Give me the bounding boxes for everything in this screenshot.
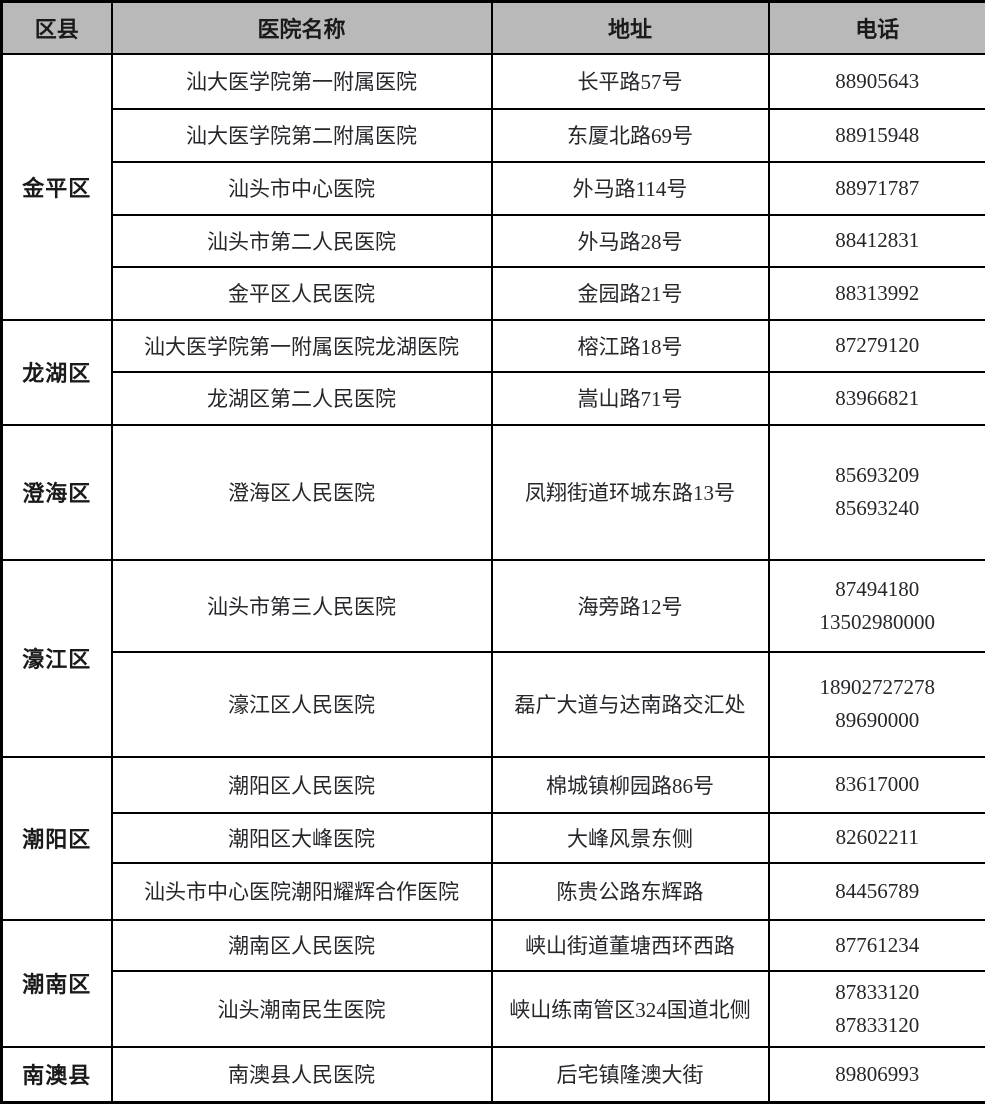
hospital-cell: 南澳县人民医院 xyxy=(112,1047,492,1103)
table-row: 汕头市中心医院 外马路114号 88971787 xyxy=(2,162,985,215)
hospital-cell: 汕头市第二人民医院 xyxy=(112,215,492,267)
phone-cell: 87279120 xyxy=(769,320,985,372)
table-row: 汕大医学院第二附属医院 东厦北路69号 88915948 xyxy=(2,109,985,162)
phone-cell: 83617000 xyxy=(769,757,985,813)
table-row: 潮阳区 潮阳区人民医院 棉城镇柳园路86号 83617000 xyxy=(2,757,985,813)
hospital-cell: 潮阳区大峰医院 xyxy=(112,813,492,863)
table-row: 金平区 汕大医学院第一附属医院 长平路57号 88905643 xyxy=(2,54,985,109)
address-cell: 峡山练南管区324国道北侧 xyxy=(492,971,769,1047)
table-row: 濠江区人民医院 磊广大道与达南路交汇处 18902727278 89690000 xyxy=(2,652,985,757)
address-cell: 磊广大道与达南路交汇处 xyxy=(492,652,769,757)
hospital-cell: 潮南区人民医院 xyxy=(112,920,492,971)
district-cell: 潮阳区 xyxy=(2,757,112,920)
address-cell: 凤翔街道环城东路13号 xyxy=(492,425,769,560)
address-cell: 嵩山路71号 xyxy=(492,372,769,425)
phone-cell: 87833120 87833120 xyxy=(769,971,985,1047)
table-row: 潮阳区大峰医院 大峰风景东侧 82602211 xyxy=(2,813,985,863)
district-header-cell: 区县 xyxy=(2,2,112,54)
hospital-cell: 汕头市中心医院潮阳耀辉合作医院 xyxy=(112,863,492,920)
phone-cell: 82602211 xyxy=(769,813,985,863)
table-row: 龙湖区第二人民医院 嵩山路71号 83966821 xyxy=(2,372,985,425)
district-cell: 南澳县 xyxy=(2,1047,112,1103)
phone-cell: 87494180 13502980000 xyxy=(769,560,985,652)
phone-cell: 88905643 xyxy=(769,54,985,109)
hospital-cell: 龙湖区第二人民医院 xyxy=(112,372,492,425)
phone-cell: 85693209 85693240 xyxy=(769,425,985,560)
address-cell: 外马路114号 xyxy=(492,162,769,215)
hospital-cell: 汕头市第三人民医院 xyxy=(112,560,492,652)
district-cell: 濠江区 xyxy=(2,560,112,757)
district-cell: 龙湖区 xyxy=(2,320,112,425)
table-row: 汕头潮南民生医院 峡山练南管区324国道北侧 87833120 87833120 xyxy=(2,971,985,1047)
phone-cell: 88313992 xyxy=(769,267,985,320)
address-header-cell: 地址 xyxy=(492,2,769,54)
address-cell: 榕江路18号 xyxy=(492,320,769,372)
table-row: 金平区人民医院 金园路21号 88313992 xyxy=(2,267,985,320)
phone-cell: 88915948 xyxy=(769,109,985,162)
address-cell: 后宅镇隆澳大街 xyxy=(492,1047,769,1103)
table-row: 汕头市中心医院潮阳耀辉合作医院 陈贵公路东辉路 84456789 xyxy=(2,863,985,920)
address-cell: 海旁路12号 xyxy=(492,560,769,652)
header-row: 区县 医院名称 地址 电话 xyxy=(2,2,985,54)
address-cell: 峡山街道董塘西环西路 xyxy=(492,920,769,971)
address-cell: 金园路21号 xyxy=(492,267,769,320)
phone-cell: 18902727278 89690000 xyxy=(769,652,985,757)
hospital-cell: 汕头市中心医院 xyxy=(112,162,492,215)
phone-cell: 89806993 xyxy=(769,1047,985,1103)
hospital-cell: 汕大医学院第一附属医院 xyxy=(112,54,492,109)
district-cell: 金平区 xyxy=(2,54,112,320)
phone-cell: 87761234 xyxy=(769,920,985,971)
table-row: 南澳县 南澳县人民医院 后宅镇隆澳大街 89806993 xyxy=(2,1047,985,1103)
phone-cell: 83966821 xyxy=(769,372,985,425)
hospital-cell: 汕大医学院第二附属医院 xyxy=(112,109,492,162)
phone-header-cell: 电话 xyxy=(769,2,985,54)
address-cell: 大峰风景东侧 xyxy=(492,813,769,863)
phone-cell: 84456789 xyxy=(769,863,985,920)
hospital-cell: 潮阳区人民医院 xyxy=(112,757,492,813)
hospital-header-cell: 医院名称 xyxy=(112,2,492,54)
table-row: 潮南区 潮南区人民医院 峡山街道董塘西环西路 87761234 xyxy=(2,920,985,971)
district-cell: 澄海区 xyxy=(2,425,112,560)
district-cell: 潮南区 xyxy=(2,920,112,1047)
hospital-cell: 澄海区人民医院 xyxy=(112,425,492,560)
address-cell: 长平路57号 xyxy=(492,54,769,109)
hospital-cell: 濠江区人民医院 xyxy=(112,652,492,757)
table-row: 龙湖区 汕大医学院第一附属医院龙湖医院 榕江路18号 87279120 xyxy=(2,320,985,372)
hospital-cell: 汕大医学院第一附属医院龙湖医院 xyxy=(112,320,492,372)
hospital-cell: 汕头潮南民生医院 xyxy=(112,971,492,1047)
address-cell: 棉城镇柳园路86号 xyxy=(492,757,769,813)
address-cell: 东厦北路69号 xyxy=(492,109,769,162)
address-cell: 陈贵公路东辉路 xyxy=(492,863,769,920)
phone-cell: 88412831 xyxy=(769,215,985,267)
phone-cell: 88971787 xyxy=(769,162,985,215)
hospital-cell: 金平区人民医院 xyxy=(112,267,492,320)
table-row: 澄海区 澄海区人民医院 凤翔街道环城东路13号 85693209 8569324… xyxy=(2,425,985,560)
table-row: 汕头市第二人民医院 外马路28号 88412831 xyxy=(2,215,985,267)
address-cell: 外马路28号 xyxy=(492,215,769,267)
table-row: 濠江区 汕头市第三人民医院 海旁路12号 87494180 1350298000… xyxy=(2,560,985,652)
